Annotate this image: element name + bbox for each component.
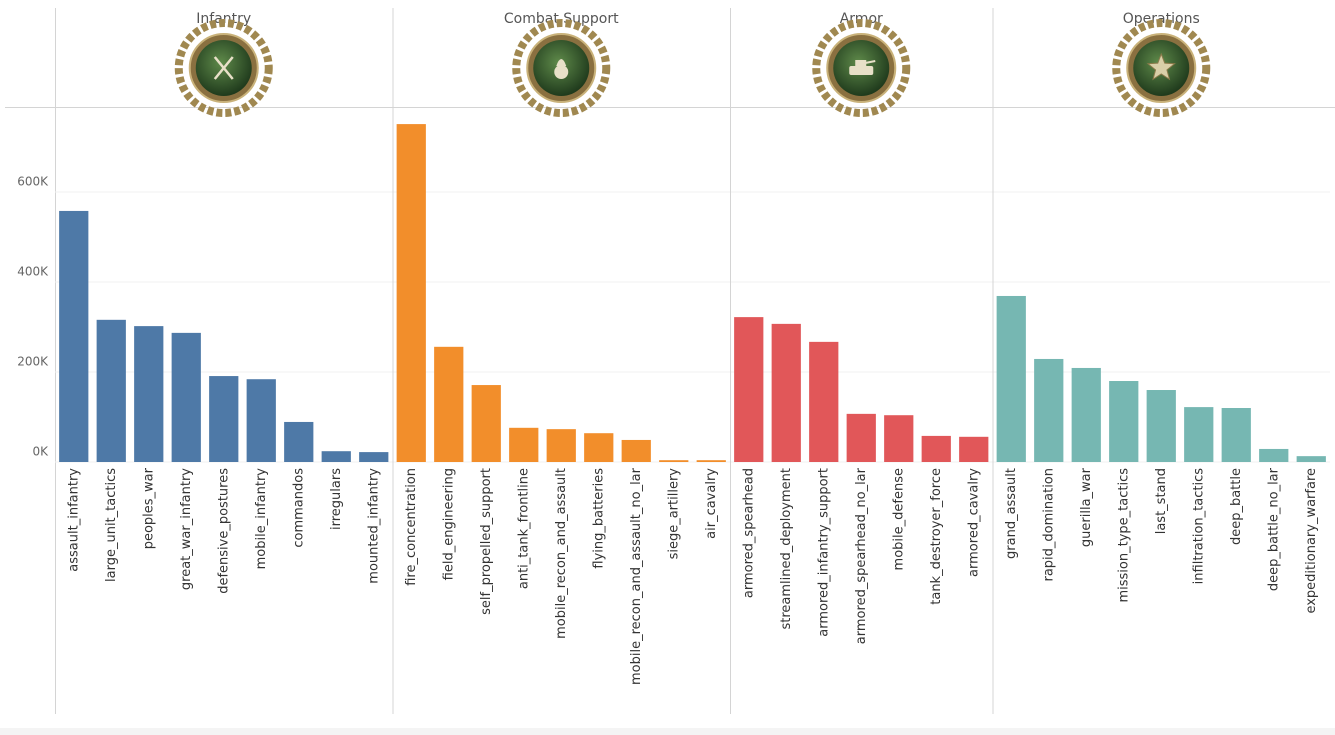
bar — [134, 326, 164, 462]
panel-icon — [174, 19, 273, 117]
x-tick-label: irregulars — [329, 468, 344, 530]
x-tick-label: mounted_infantry — [366, 468, 381, 584]
bar — [546, 429, 576, 462]
bar — [846, 413, 876, 462]
panel-icon — [812, 19, 911, 117]
x-tick-label: guerilla_war — [1079, 467, 1094, 547]
icon-part — [865, 60, 876, 64]
bar — [734, 317, 764, 462]
panel-icon — [1112, 19, 1211, 117]
bar — [584, 433, 614, 462]
x-tick-label: armored_spearhead_no_lar — [854, 467, 869, 644]
bar — [471, 385, 501, 462]
bar — [959, 436, 989, 462]
panel-title: Combat Support — [504, 11, 619, 27]
icon-part — [556, 59, 567, 66]
bar — [621, 439, 651, 462]
icon-laurel — [1112, 19, 1211, 117]
y-tick-label: 600K — [17, 175, 49, 189]
bar — [921, 435, 951, 462]
x-tick-label: defensive_postures — [216, 468, 231, 594]
bar — [1296, 456, 1326, 462]
x-tick-label: grand_assault — [1004, 468, 1019, 559]
icon-part — [213, 56, 234, 80]
icon-laurel — [812, 19, 911, 117]
x-tick-label: self_propelled_support — [479, 468, 494, 615]
bar — [1184, 407, 1214, 462]
bar — [1259, 448, 1289, 462]
y-tick-label: 200K — [17, 355, 49, 369]
bar — [1071, 367, 1101, 462]
x-tick-label: commandos — [291, 468, 306, 548]
icon-part — [1146, 52, 1176, 81]
bar — [359, 452, 389, 462]
y-tick-label: 0K — [32, 445, 49, 459]
x-tick-label: mission_type_tactics — [1116, 468, 1131, 603]
x-tick-label: assault_infantry — [66, 468, 81, 572]
icon-part — [554, 65, 569, 79]
y-tick-label: 400K — [17, 265, 49, 279]
x-tick-label: peoples_war — [141, 467, 156, 549]
bar — [809, 341, 839, 462]
x-tick-label: armored_infantry_support — [816, 468, 831, 637]
x-tick-label: infiltration_tactics — [1191, 468, 1206, 585]
x-tick-label: armored_cavalry — [966, 468, 981, 577]
icon-laurel — [174, 19, 273, 117]
x-tick-label: armored_spearhead — [741, 468, 756, 598]
footer-strip — [0, 728, 1335, 735]
bar — [996, 295, 1026, 462]
x-tick-label: mobile_recon_and_assault — [554, 468, 569, 639]
bar — [1109, 381, 1139, 462]
bar — [659, 460, 689, 462]
panel-icon — [512, 19, 611, 117]
icon-laurel — [512, 19, 611, 117]
x-tick-label: siege_artillery — [666, 468, 681, 560]
bar — [96, 319, 126, 462]
x-tick-label: deep_battle — [1229, 468, 1244, 545]
bar — [246, 379, 276, 462]
x-tick-label: large_unit_tactics — [104, 468, 119, 582]
x-tick-label: flying_batteries — [591, 468, 606, 569]
bar — [509, 427, 539, 462]
bar — [884, 415, 914, 462]
x-tick-label: streamlined_deployment — [779, 468, 794, 630]
bar — [1034, 358, 1064, 462]
x-tick-label: mobile_infantry — [254, 468, 269, 570]
x-tick-label: anti_tank_frontline — [516, 468, 531, 589]
bar — [209, 376, 239, 462]
bar — [1146, 390, 1176, 462]
x-tick-label: deep_battle_no_lar — [1266, 467, 1281, 591]
bar — [771, 323, 801, 462]
bar — [696, 460, 726, 462]
x-tick-label: great_war_infantry — [179, 468, 194, 590]
x-tick-label: field_engineering — [441, 468, 456, 580]
bar — [321, 451, 351, 462]
bar — [1221, 408, 1251, 462]
icon-part — [855, 60, 867, 67]
x-tick-label: air_cavalry — [704, 468, 719, 539]
x-tick-label: expeditionary_warfare — [1304, 468, 1319, 614]
x-tick-label: fire_concentration — [404, 468, 419, 586]
bar — [396, 124, 426, 462]
x-tick-label: last_stand — [1154, 468, 1169, 534]
bar — [171, 332, 201, 462]
x-tick-label: mobile_recon_and_assault_no_lar — [629, 467, 644, 685]
bar — [59, 210, 89, 462]
x-tick-label: rapid_domination — [1041, 468, 1056, 582]
x-tick-label: tank_destroyer_force — [929, 468, 944, 605]
bar — [284, 421, 314, 462]
icon-part — [849, 66, 874, 75]
x-tick-label: mobile_defense — [891, 468, 906, 570]
bar — [434, 346, 464, 462]
